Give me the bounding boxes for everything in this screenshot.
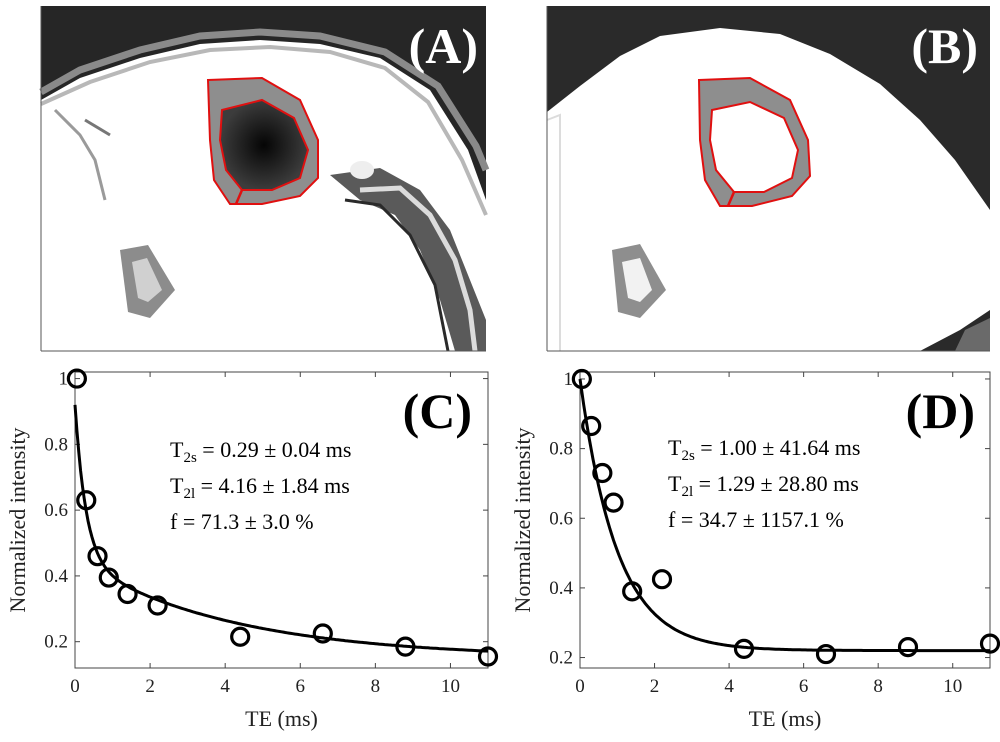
x-tick-label: 6 [799,676,809,697]
panel-a-image: (A) [39,6,490,352]
axes-box [74,371,489,669]
data-point [395,636,416,657]
fit-annotation: T2s = 0.29 ± 0.04 ms [170,437,351,466]
data-point [592,462,613,484]
data-point [76,490,97,511]
x-tick-label: 4 [724,676,734,697]
data-point [147,595,168,616]
fit-curve [578,378,990,653]
data-point [733,638,755,659]
panel-b-image: (B) [546,6,990,352]
y-tick-label: 0.2 [44,632,68,653]
data-point [897,637,919,658]
x-tick-label: 4 [220,676,230,697]
fit-annotation: T2s = 1.00 ± 41.64 ms [668,435,860,464]
data-point [651,569,673,590]
x-tick-label: 10 [943,676,962,697]
fit-annotation: T2l = 1.29 ± 28.80 ms [668,471,859,500]
data-point [98,567,119,588]
data-point [230,626,251,647]
x-axis-label: TE (ms) [749,706,822,731]
y-tick-label: 0.8 [44,434,68,455]
y-tick-label: 0.8 [549,439,573,460]
y-tick-label: 1 [59,369,69,390]
x-tick-label: 2 [145,676,155,697]
fit-annotation: f = 71.3 ± 3.0 % [170,509,314,534]
y-axis-label: Normalized intensity [510,427,535,612]
x-tick-label: 8 [873,676,883,697]
y-axis-label: Normalized intensity [5,427,30,612]
chart-c: 0 2 4 6 8 10 0.2 0.4 0.6 0.8 1 TE (ms) Normalized in… [5,368,499,731]
x-tick-label: 0 [70,676,80,697]
data-point [571,368,592,390]
chart-d: 0 2 4 6 8 10 0.2 0.4 0.6 0.8 1 TE (ms) Normalized in… [510,368,1000,731]
y-tick-label: 0.6 [549,508,573,529]
axes-box [579,371,991,669]
y-tick-label: 0.6 [44,500,68,521]
y-tick-label: 0.2 [549,648,573,669]
data-point [622,581,643,602]
data-point [477,646,499,667]
panel-a-label: (A) [409,18,478,74]
data-point [312,623,333,644]
fit-annotation: f = 34.7 ± 1157.1 % [668,507,844,532]
data-point [117,583,138,605]
x-tick-label: 10 [441,676,460,697]
x-axis-label: TE (ms) [245,706,318,731]
x-tick-label: 6 [296,676,306,697]
data-point [581,415,602,437]
x-tick-label: 8 [371,676,381,697]
y-tick-label: 0.4 [549,578,573,599]
x-tick-label: 2 [650,676,660,697]
data-point [979,633,1000,654]
data-point [603,492,624,513]
fit-curve [73,404,489,653]
panel-c-label: (C) [403,383,472,439]
fit-annotation: T2l = 4.16 ± 1.84 ms [170,473,350,502]
panel-d-label: (D) [906,383,975,439]
y-tick-label: 1 [564,369,574,390]
x-tick-label: 0 [575,676,585,697]
data-point [87,546,108,567]
panel-b-label: (B) [911,18,978,74]
y-tick-label: 0.4 [44,566,68,587]
data-point [66,368,87,389]
data-point [815,643,837,665]
